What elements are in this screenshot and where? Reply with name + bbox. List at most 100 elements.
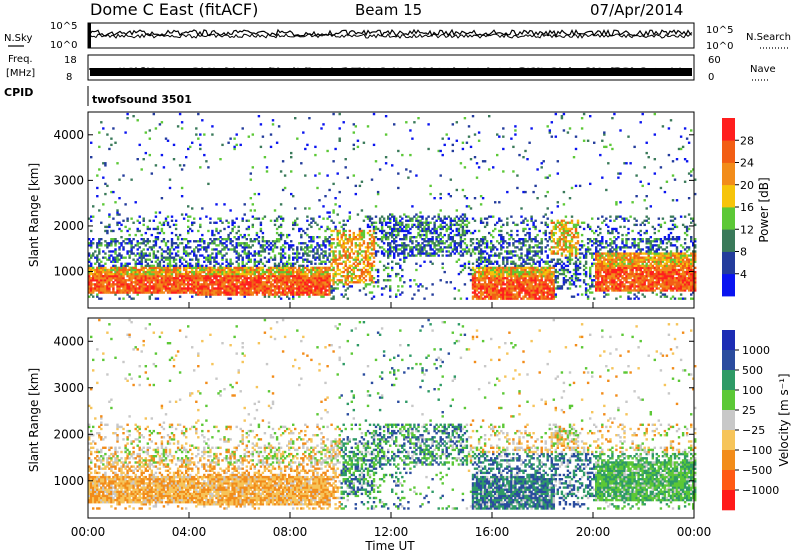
- heatmap-cell: [516, 254, 519, 257]
- heatmap-cell: [308, 223, 311, 227]
- heatmap-cell: [488, 285, 491, 288]
- heatmap-cell: [522, 221, 525, 224]
- heatmap-cell: [342, 250, 345, 253]
- heatmap-cell: [538, 295, 541, 298]
- heatmap-cell: [471, 291, 475, 294]
- heatmap-cell: [120, 279, 123, 282]
- heatmap-cell: [324, 270, 327, 274]
- heatmap-cell: [510, 272, 513, 276]
- heatmap-cell: [526, 281, 529, 284]
- heatmap-cell: [162, 277, 166, 280]
- heatmap-cell: [536, 287, 539, 290]
- heatmap-cell: [364, 264, 368, 268]
- heatmap-cell: [322, 123, 325, 126]
- heatmap-cell: [382, 254, 386, 257]
- heatmap-cell: [393, 219, 396, 222]
- heatmap-cell: [504, 277, 507, 280]
- station-title: Dome C East (fitACF): [90, 0, 258, 19]
- heatmap-cell: [118, 283, 121, 286]
- heatmap-cell: [306, 287, 309, 290]
- heatmap-cell: [255, 266, 259, 270]
- heatmap-cell: [130, 272, 133, 276]
- heatmap-cell: [302, 272, 305, 276]
- heatmap-cell: [532, 221, 535, 224]
- heatmap-cell: [546, 293, 549, 296]
- heatmap-cell: [356, 256, 360, 259]
- heatmap-cell: [536, 244, 539, 247]
- heatmap-cell: [104, 262, 107, 265]
- heatmap-cell: [415, 254, 418, 257]
- cpid-label: CPID: [4, 86, 33, 99]
- heatmap-cell: [395, 223, 398, 227]
- heatmap-cell: [150, 270, 154, 274]
- heatmap-cell: [205, 268, 208, 272]
- heatmap-cell: [308, 260, 311, 263]
- freq-label: Freq.: [8, 54, 33, 65]
- heatmap-cell: [318, 281, 321, 284]
- heatmap-cell: [279, 293, 283, 296]
- heatmap-cell: [265, 268, 269, 272]
- heatmap-cell: [370, 217, 374, 220]
- heatmap-cell: [566, 131, 570, 134]
- heatmap-cell: [290, 156, 293, 159]
- heatmap-cell: [433, 254, 436, 257]
- heatmap-cell: [130, 275, 133, 278]
- heatmap-cell: [225, 285, 228, 288]
- heatmap-cell: [144, 279, 148, 282]
- heatmap-cell: [110, 291, 113, 294]
- heatmap-cell: [265, 277, 269, 280]
- heatmap-cell: [548, 131, 552, 134]
- heatmap-cell: [298, 295, 301, 298]
- heatmap-cell: [556, 287, 560, 290]
- heatmap-cell: [536, 240, 539, 243]
- heatmap-cell: [251, 240, 255, 243]
- heatmap-cell: [471, 250, 475, 253]
- heatmap-cell: [318, 262, 321, 265]
- heatmap-cell: [399, 293, 402, 296]
- heatmap-cell: [243, 248, 246, 251]
- heatmap-cell: [233, 221, 236, 224]
- heatmap-cell: [490, 287, 493, 290]
- heatmap-cell: [235, 270, 238, 274]
- heatmap-cell: [104, 244, 107, 247]
- heatmap-cell: [417, 233, 420, 237]
- heatmap-cell: [118, 213, 121, 216]
- heatmap-cell: [152, 277, 156, 280]
- heatmap-cell: [211, 279, 214, 282]
- heatmap-cell: [417, 117, 420, 120]
- heatmap-cell: [481, 236, 485, 239]
- heatmap-cell: [532, 291, 535, 294]
- heatmap-cell: [116, 275, 119, 278]
- heatmap-cell: [152, 283, 156, 286]
- heatmap-cell: [550, 289, 554, 292]
- heatmap-cell: [243, 293, 246, 296]
- heatmap-cell: [397, 186, 400, 190]
- heatmap-cell: [298, 242, 301, 245]
- heatmap-cell: [233, 145, 236, 149]
- heatmap-cell: [320, 293, 323, 296]
- heatmap-cell: [483, 258, 487, 261]
- heatmap-cell: [411, 250, 414, 253]
- heatmap-cell: [328, 277, 331, 280]
- heatmap-cell: [201, 264, 204, 268]
- heatmap-cell: [146, 227, 150, 231]
- heatmap-cell: [548, 287, 552, 290]
- heatmap-cell: [380, 223, 384, 227]
- heatmap-cell: [170, 270, 174, 274]
- heatmap-cell: [332, 297, 335, 300]
- heatmap-cell: [296, 137, 299, 140]
- heatmap-cell: [368, 215, 372, 218]
- heatmap-cell: [178, 275, 182, 278]
- heatmap-cell: [263, 295, 267, 298]
- heatmap-cell: [370, 221, 374, 224]
- heatmap-cell: [401, 285, 404, 288]
- heatmap-cell: [550, 277, 554, 280]
- heatmap-cell: [172, 277, 176, 280]
- heatmap-cell: [548, 266, 552, 270]
- heatmap-cell: [479, 266, 483, 270]
- heatmap-cell: [154, 287, 158, 290]
- heatmap-cell: [512, 242, 515, 245]
- heatmap-cell: [172, 223, 176, 227]
- heatmap-cell: [166, 285, 170, 288]
- heatmap-cell: [203, 291, 206, 294]
